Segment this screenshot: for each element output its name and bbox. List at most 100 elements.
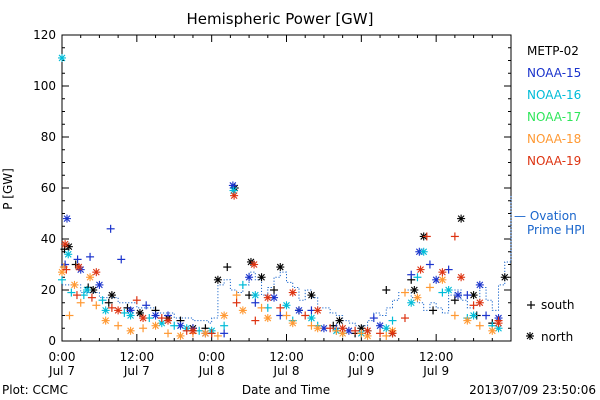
south-point	[86, 252, 95, 261]
north-point	[410, 286, 419, 294]
north-point	[500, 273, 509, 282]
north-point	[126, 326, 135, 335]
series-noaa-15	[61, 181, 503, 338]
south-point	[482, 311, 491, 320]
y-tick-label: 60	[41, 181, 56, 195]
north-point	[453, 291, 462, 300]
south-point	[251, 316, 260, 325]
north-point	[313, 306, 322, 315]
series-noaa-16	[58, 53, 503, 338]
south-point	[213, 331, 222, 340]
series-metp-02	[60, 184, 509, 338]
north-point	[74, 263, 83, 272]
south-point	[62, 265, 71, 274]
south-point	[251, 298, 260, 307]
south-point	[463, 291, 472, 300]
x-tick-day: Jul 8	[273, 364, 300, 378]
north-point	[101, 316, 110, 325]
north-point	[413, 293, 422, 302]
south-point	[104, 298, 113, 307]
north-point	[363, 326, 372, 335]
north-point	[457, 273, 466, 282]
south-point	[282, 311, 291, 320]
ovation-prime-hpi-trace	[62, 195, 512, 327]
north-point	[151, 321, 160, 330]
south-point	[407, 270, 416, 279]
south-point	[87, 293, 96, 302]
south-point	[450, 232, 459, 241]
legend: METP-02 NOAA-15 NOAA-16 NOAA-17 NOAA-18 NOAA-…	[514, 44, 585, 237]
north-point	[463, 316, 472, 325]
south-point	[400, 314, 409, 323]
north-point	[61, 240, 70, 249]
south-point	[376, 329, 385, 338]
south-point	[76, 298, 85, 307]
south-point	[270, 286, 279, 294]
north-point	[469, 311, 478, 320]
north-point	[86, 273, 95, 282]
north-point	[419, 247, 428, 256]
south-point	[276, 303, 285, 312]
north-point	[263, 293, 272, 302]
south-point	[438, 288, 447, 297]
x-tick-day: Jul 9	[422, 364, 449, 378]
north-point	[288, 288, 297, 297]
legend-entry: NOAA-15	[527, 66, 581, 80]
south-point	[357, 329, 366, 338]
x-tick-day: Jul 7	[123, 364, 150, 378]
north-point	[114, 306, 123, 315]
south-point	[444, 265, 453, 274]
north-point	[164, 316, 173, 325]
ovation-prime-hpi-line	[62, 195, 512, 327]
north-point	[95, 280, 104, 289]
north-point	[245, 273, 254, 282]
south-point	[469, 301, 478, 310]
x-tick-time: 0:00	[348, 350, 375, 364]
south-point	[382, 286, 391, 294]
south-point	[425, 260, 434, 269]
south-point	[72, 291, 81, 300]
south-point	[413, 273, 422, 282]
north-point	[263, 314, 272, 323]
north-point	[335, 316, 344, 325]
south-point	[238, 280, 247, 289]
north-point	[488, 326, 497, 335]
south-point	[422, 232, 431, 241]
north-point	[139, 314, 148, 323]
north-point	[294, 306, 303, 315]
north-point	[313, 324, 322, 333]
north-point	[388, 329, 397, 338]
legend-entry: NOAA-17	[527, 110, 581, 124]
north-point	[62, 214, 71, 223]
north-point	[438, 275, 447, 284]
legend-entry: NOAA-19	[527, 154, 581, 168]
north-point	[213, 275, 222, 284]
south-point	[73, 255, 82, 264]
legend-ovation: — Ovation	[514, 209, 577, 223]
south-point	[388, 316, 397, 325]
x-tick-time: 12:00	[269, 350, 304, 364]
south-point	[170, 321, 179, 330]
x-tick-day: Jul 9	[347, 364, 374, 378]
chart-title: Hemispheric Power [GW]	[187, 10, 374, 28]
y-tick-label: 20	[41, 283, 56, 297]
north-point	[494, 319, 503, 328]
north-point	[70, 280, 79, 289]
south-point	[139, 324, 148, 333]
north-point	[151, 311, 160, 320]
north-point	[475, 280, 484, 289]
south-point	[164, 329, 173, 338]
south-point	[120, 308, 129, 317]
north-point	[475, 298, 484, 307]
north-point	[176, 331, 185, 340]
south-point	[450, 311, 459, 320]
south-point	[332, 326, 341, 335]
north-point	[250, 260, 259, 269]
north-point	[416, 265, 425, 274]
x-tick-time: 12:00	[419, 350, 454, 364]
south-point	[114, 321, 123, 330]
north-point	[432, 275, 441, 284]
north-point	[176, 321, 185, 330]
north-point	[438, 268, 447, 277]
